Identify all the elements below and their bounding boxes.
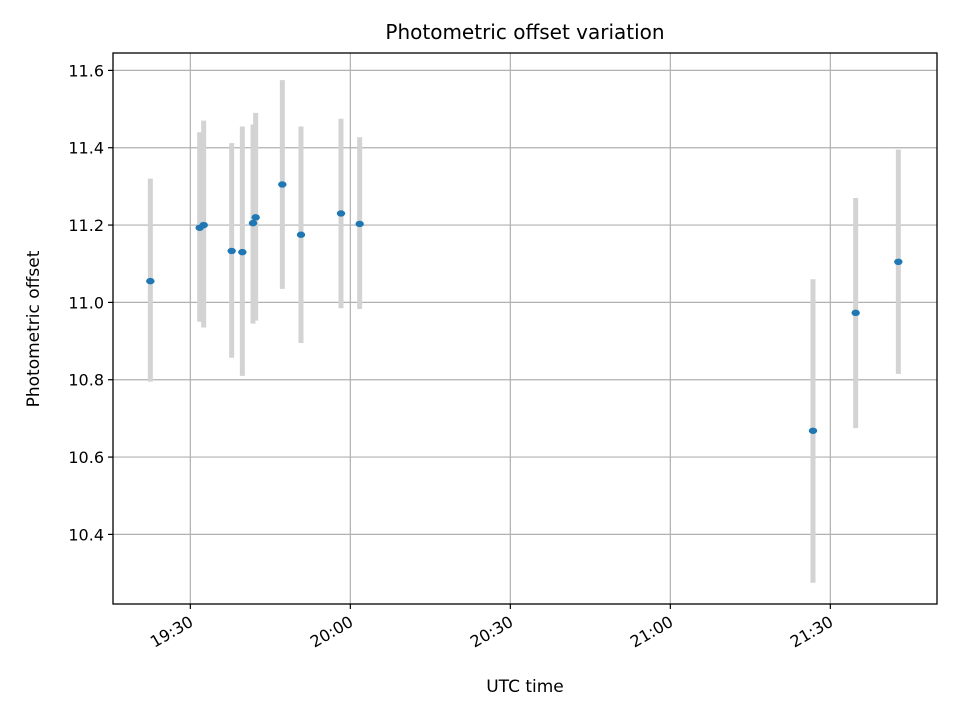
grid [113, 53, 937, 604]
data-point [336, 210, 346, 217]
data-point [355, 220, 364, 228]
y-tick-label: 10.6 [68, 448, 104, 467]
y-tick-label: 11.2 [68, 216, 104, 235]
data-point [278, 181, 287, 188]
data-point [199, 221, 208, 229]
data-point [146, 277, 155, 285]
x-axis-label: UTC time [486, 677, 564, 697]
data-point [238, 248, 247, 256]
y-axis-label: Photometric offset [24, 250, 44, 407]
y-tick-label: 10.8 [68, 371, 104, 390]
data-points [146, 181, 903, 434]
data-point [296, 231, 306, 238]
plot-frame [112, 52, 938, 605]
y-tick-label: 11.4 [68, 139, 104, 158]
y-tick-label: 11.6 [68, 61, 104, 80]
chart-title: Photometric offset variation [385, 20, 664, 44]
data-point [894, 258, 903, 265]
data-point [808, 427, 818, 434]
y-tick-label: 11.0 [68, 293, 104, 312]
data-point [251, 214, 260, 221]
y-tick-label: 10.4 [68, 525, 104, 544]
data-point [851, 309, 860, 317]
y-axis: 10.4 10.6 10.8 11.0 11.2 11.4 11.6 [68, 61, 113, 544]
data-point [248, 219, 258, 227]
data-point [227, 247, 236, 255]
